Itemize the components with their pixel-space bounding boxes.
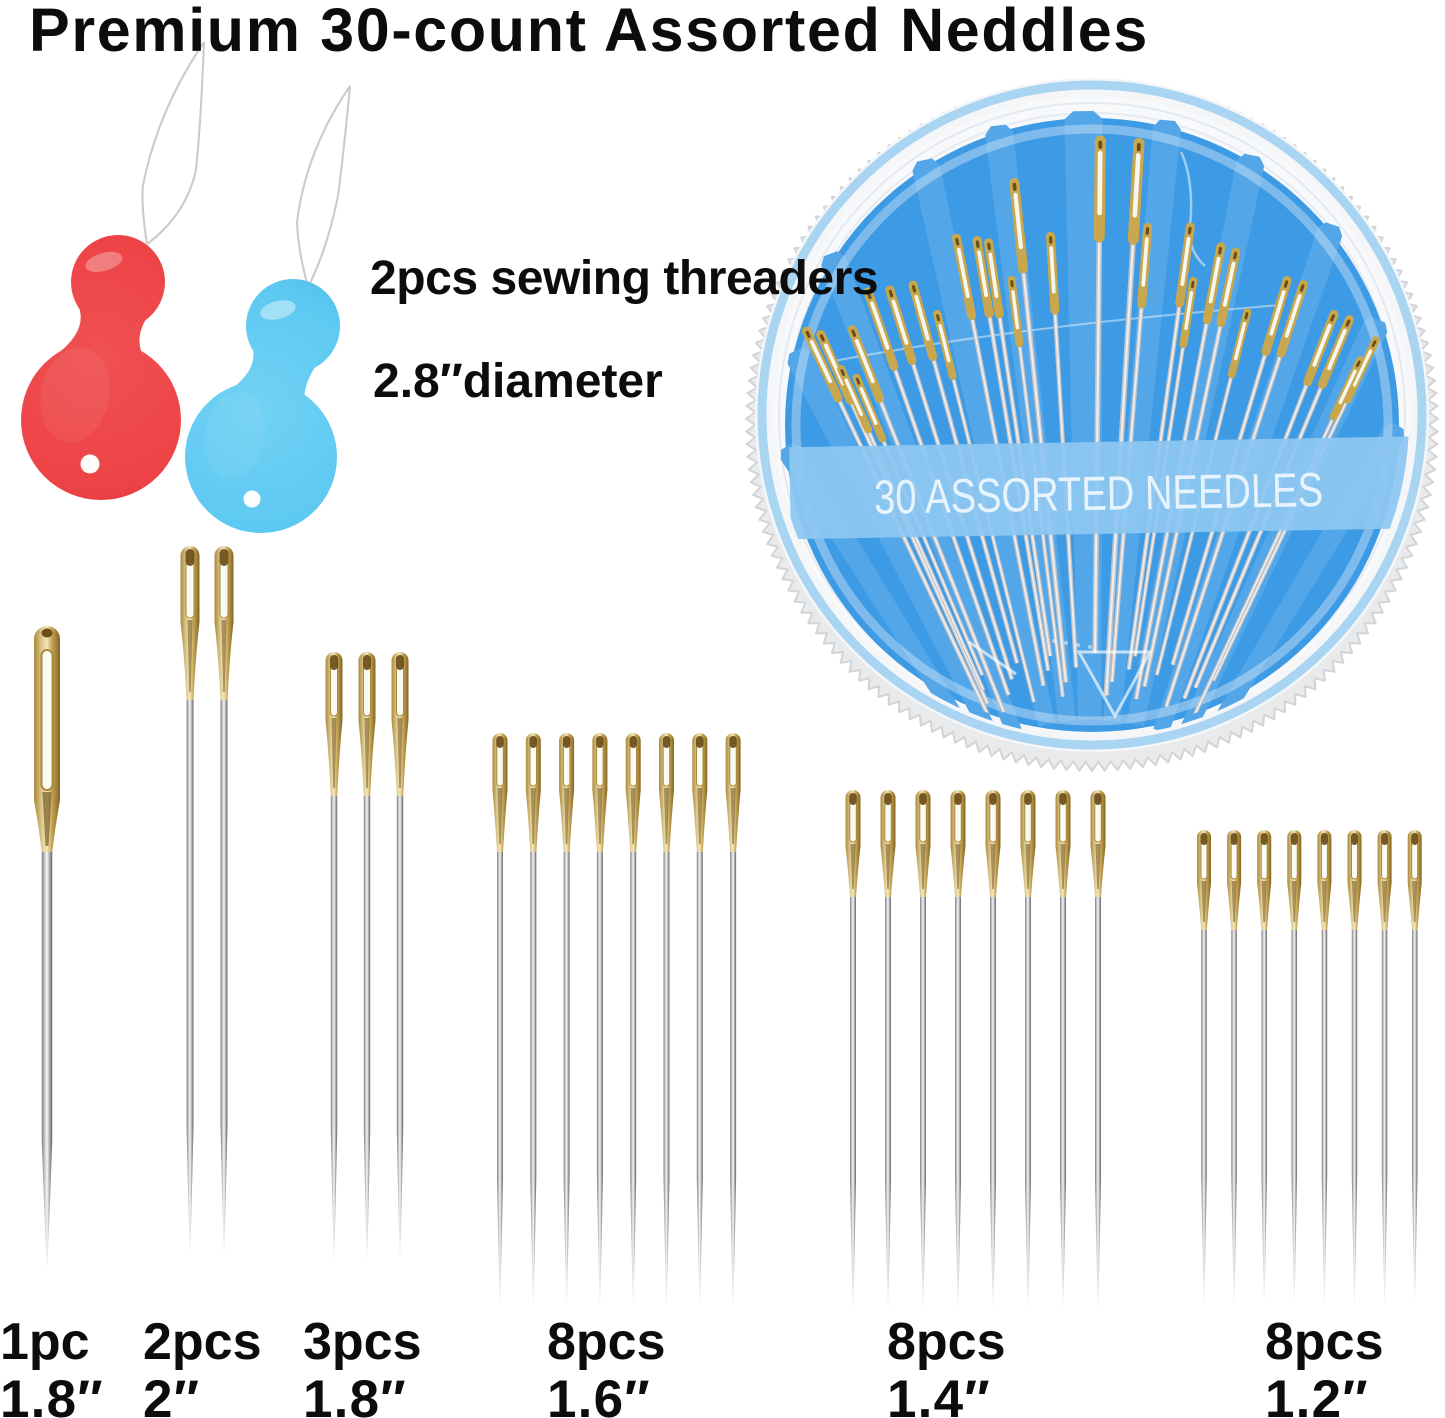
- svg-text:30 ASSORTED NEEDLES: 30 ASSORTED NEEDLES: [874, 464, 1324, 525]
